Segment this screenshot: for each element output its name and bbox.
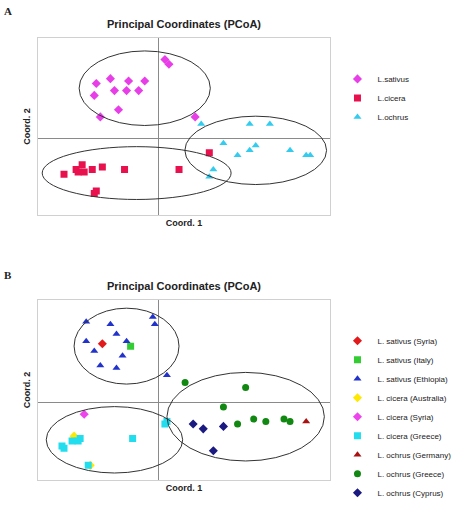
svg-text:Coord. 2: Coord. 2 [22, 372, 32, 409]
svg-text:Coord. 2: Coord. 2 [22, 108, 32, 145]
svg-text:L. ochrus (Germany): L. ochrus (Germany) [377, 451, 451, 460]
svg-text:L. ochrus (Greece): L. ochrus (Greece) [377, 470, 444, 479]
svg-text:A: A [4, 5, 12, 17]
svg-text:L. cicera (Syria): L. cicera (Syria) [377, 413, 433, 422]
svg-text:L. cicera (Australia): L. cicera (Australia) [377, 394, 446, 403]
svg-text:Coord. 1: Coord. 1 [166, 483, 203, 493]
svg-text:B: B [4, 269, 12, 281]
svg-text:Principal Coordinates (PCoA): Principal Coordinates (PCoA) [107, 18, 261, 30]
svg-text:Principal Coordinates (PCoA): Principal Coordinates (PCoA) [107, 280, 261, 292]
svg-text:L.ochrus: L.ochrus [377, 113, 408, 122]
svg-text:L.sativus: L.sativus [377, 75, 409, 84]
svg-text:L.cicera: L.cicera [377, 94, 406, 103]
svg-text:L. sativus (Ethiopia): L. sativus (Ethiopia) [377, 375, 448, 384]
svg-text:L. cicera (Greece): L. cicera (Greece) [377, 432, 441, 441]
svg-text:L. sativus (Syria): L. sativus (Syria) [377, 337, 437, 346]
svg-text:L. sativus (Italy): L. sativus (Italy) [377, 356, 433, 365]
svg-text:L. ochrus (Cyprus): L. ochrus (Cyprus) [377, 489, 443, 498]
svg-text:Coord. 1: Coord. 1 [166, 218, 203, 228]
